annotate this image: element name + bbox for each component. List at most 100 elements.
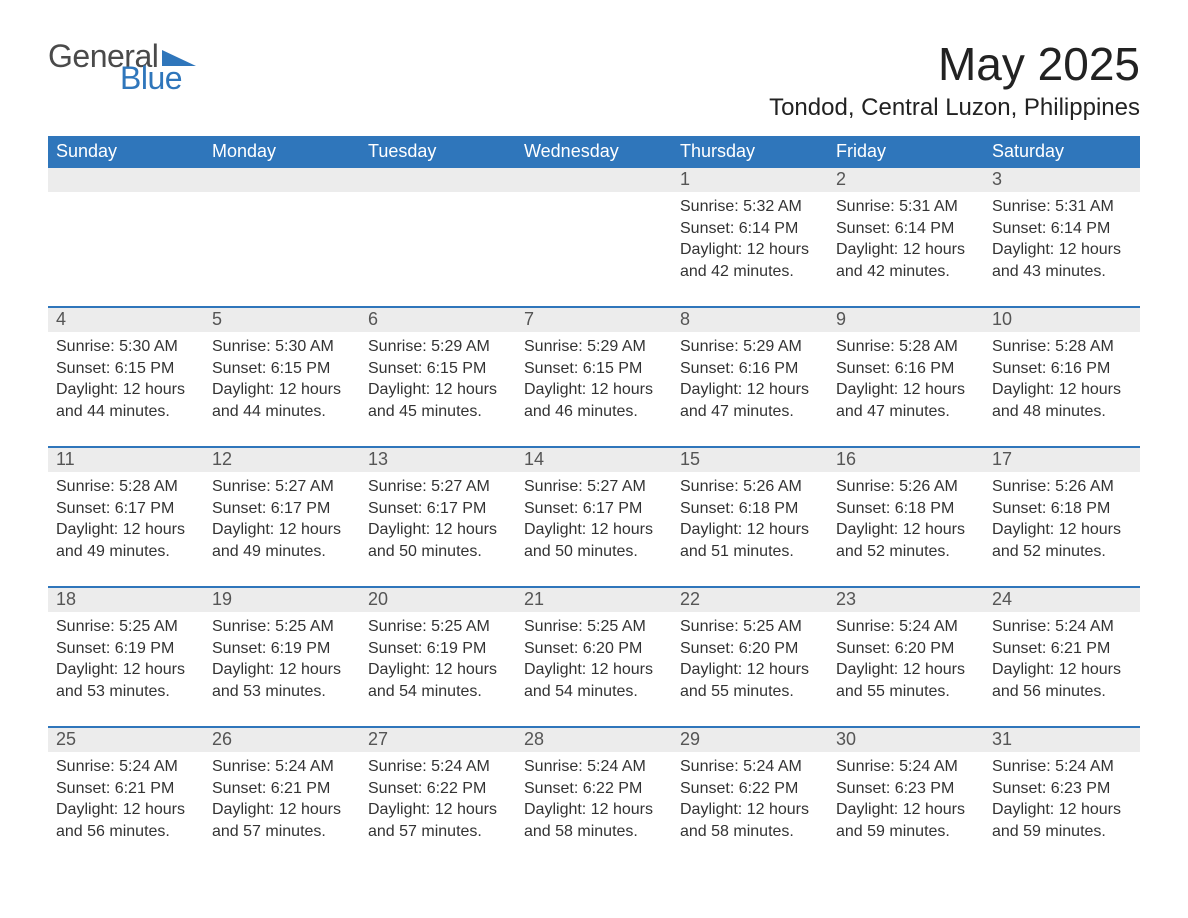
calendar-day-cell: 17Sunrise: 5:26 AMSunset: 6:18 PMDayligh… [984,447,1140,587]
sunset-text: Sunset: 6:15 PM [212,358,352,380]
day-number [204,168,360,192]
day-details [516,192,672,200]
day-details: Sunrise: 5:27 AMSunset: 6:17 PMDaylight:… [360,472,516,566]
sunrise-text: Sunrise: 5:25 AM [56,616,196,638]
day-details: Sunrise: 5:25 AMSunset: 6:19 PMDaylight:… [360,612,516,706]
daylight-text: Daylight: 12 hours and 46 minutes. [524,379,664,422]
sunset-text: Sunset: 6:15 PM [368,358,508,380]
sunset-text: Sunset: 6:17 PM [56,498,196,520]
day-details: Sunrise: 5:24 AMSunset: 6:22 PMDaylight:… [360,752,516,846]
day-number: 21 [516,588,672,612]
logo-word-blue: Blue [120,62,196,94]
sunset-text: Sunset: 6:18 PM [992,498,1132,520]
daylight-text: Daylight: 12 hours and 45 minutes. [368,379,508,422]
calendar-day-cell: 12Sunrise: 5:27 AMSunset: 6:17 PMDayligh… [204,447,360,587]
daylight-text: Daylight: 12 hours and 43 minutes. [992,239,1132,282]
sunset-text: Sunset: 6:21 PM [212,778,352,800]
day-number: 25 [48,728,204,752]
day-details: Sunrise: 5:24 AMSunset: 6:21 PMDaylight:… [48,752,204,846]
day-number: 26 [204,728,360,752]
sunrise-text: Sunrise: 5:28 AM [56,476,196,498]
daylight-text: Daylight: 12 hours and 52 minutes. [992,519,1132,562]
weekday-header: Tuesday [360,136,516,168]
sunrise-text: Sunrise: 5:28 AM [992,336,1132,358]
day-number: 31 [984,728,1140,752]
sunset-text: Sunset: 6:21 PM [56,778,196,800]
day-number: 18 [48,588,204,612]
weekday-header: Thursday [672,136,828,168]
day-number [360,168,516,192]
sunrise-text: Sunrise: 5:24 AM [56,756,196,778]
sunset-text: Sunset: 6:19 PM [56,638,196,660]
generalblue-logo: General Blue [48,40,196,94]
day-details: Sunrise: 5:27 AMSunset: 6:17 PMDaylight:… [516,472,672,566]
daylight-text: Daylight: 12 hours and 47 minutes. [680,379,820,422]
day-details: Sunrise: 5:31 AMSunset: 6:14 PMDaylight:… [828,192,984,286]
sunrise-text: Sunrise: 5:29 AM [524,336,664,358]
sunrise-text: Sunrise: 5:24 AM [212,756,352,778]
calendar-day-cell: 27Sunrise: 5:24 AMSunset: 6:22 PMDayligh… [360,727,516,866]
sunset-text: Sunset: 6:20 PM [680,638,820,660]
calendar-day-cell: 23Sunrise: 5:24 AMSunset: 6:20 PMDayligh… [828,587,984,727]
day-number: 12 [204,448,360,472]
calendar-day-cell: 8Sunrise: 5:29 AMSunset: 6:16 PMDaylight… [672,307,828,447]
sunrise-text: Sunrise: 5:24 AM [680,756,820,778]
daylight-text: Daylight: 12 hours and 42 minutes. [836,239,976,282]
day-number: 6 [360,308,516,332]
sunrise-text: Sunrise: 5:24 AM [836,616,976,638]
day-details: Sunrise: 5:27 AMSunset: 6:17 PMDaylight:… [204,472,360,566]
calendar-week-row: 18Sunrise: 5:25 AMSunset: 6:19 PMDayligh… [48,587,1140,727]
day-number: 2 [828,168,984,192]
calendar-day-cell: 26Sunrise: 5:24 AMSunset: 6:21 PMDayligh… [204,727,360,866]
calendar-week-row: 1Sunrise: 5:32 AMSunset: 6:14 PMDaylight… [48,168,1140,307]
sunrise-text: Sunrise: 5:24 AM [992,756,1132,778]
sunrise-text: Sunrise: 5:25 AM [524,616,664,638]
calendar-day-cell: 20Sunrise: 5:25 AMSunset: 6:19 PMDayligh… [360,587,516,727]
day-number: 11 [48,448,204,472]
sunrise-text: Sunrise: 5:27 AM [212,476,352,498]
sunset-text: Sunset: 6:18 PM [836,498,976,520]
sunrise-text: Sunrise: 5:25 AM [368,616,508,638]
day-details: Sunrise: 5:24 AMSunset: 6:20 PMDaylight:… [828,612,984,706]
calendar-day-cell: 7Sunrise: 5:29 AMSunset: 6:15 PMDaylight… [516,307,672,447]
calendar-day-cell: 6Sunrise: 5:29 AMSunset: 6:15 PMDaylight… [360,307,516,447]
day-details: Sunrise: 5:32 AMSunset: 6:14 PMDaylight:… [672,192,828,286]
sunrise-text: Sunrise: 5:31 AM [992,196,1132,218]
sunrise-text: Sunrise: 5:25 AM [680,616,820,638]
daylight-text: Daylight: 12 hours and 55 minutes. [836,659,976,702]
sunrise-text: Sunrise: 5:30 AM [56,336,196,358]
weekday-header: Sunday [48,136,204,168]
sunrise-text: Sunrise: 5:27 AM [368,476,508,498]
calendar-day-cell [48,168,204,307]
day-number: 27 [360,728,516,752]
daylight-text: Daylight: 12 hours and 57 minutes. [368,799,508,842]
page-header: General Blue May 2025 Tondod, Central Lu… [48,40,1140,122]
day-details: Sunrise: 5:30 AMSunset: 6:15 PMDaylight:… [204,332,360,426]
calendar-day-cell: 19Sunrise: 5:25 AMSunset: 6:19 PMDayligh… [204,587,360,727]
calendar-table: Sunday Monday Tuesday Wednesday Thursday… [48,136,1140,866]
location-subtitle: Tondod, Central Luzon, Philippines [769,94,1140,122]
sunset-text: Sunset: 6:20 PM [836,638,976,660]
sunset-text: Sunset: 6:17 PM [212,498,352,520]
daylight-text: Daylight: 12 hours and 50 minutes. [524,519,664,562]
calendar-day-cell [516,168,672,307]
weekday-header: Saturday [984,136,1140,168]
daylight-text: Daylight: 12 hours and 49 minutes. [212,519,352,562]
daylight-text: Daylight: 12 hours and 50 minutes. [368,519,508,562]
calendar-week-row: 25Sunrise: 5:24 AMSunset: 6:21 PMDayligh… [48,727,1140,866]
day-number: 7 [516,308,672,332]
sunset-text: Sunset: 6:16 PM [680,358,820,380]
calendar-day-cell: 31Sunrise: 5:24 AMSunset: 6:23 PMDayligh… [984,727,1140,866]
day-details: Sunrise: 5:25 AMSunset: 6:20 PMDaylight:… [516,612,672,706]
calendar-day-cell: 30Sunrise: 5:24 AMSunset: 6:23 PMDayligh… [828,727,984,866]
month-year-title: May 2025 [769,40,1140,88]
sunrise-text: Sunrise: 5:32 AM [680,196,820,218]
sunset-text: Sunset: 6:16 PM [992,358,1132,380]
calendar-body: 1Sunrise: 5:32 AMSunset: 6:14 PMDaylight… [48,168,1140,866]
day-details: Sunrise: 5:31 AMSunset: 6:14 PMDaylight:… [984,192,1140,286]
day-details [48,192,204,200]
sunrise-text: Sunrise: 5:27 AM [524,476,664,498]
day-details: Sunrise: 5:24 AMSunset: 6:21 PMDaylight:… [984,612,1140,706]
sunrise-text: Sunrise: 5:26 AM [992,476,1132,498]
sunset-text: Sunset: 6:23 PM [992,778,1132,800]
